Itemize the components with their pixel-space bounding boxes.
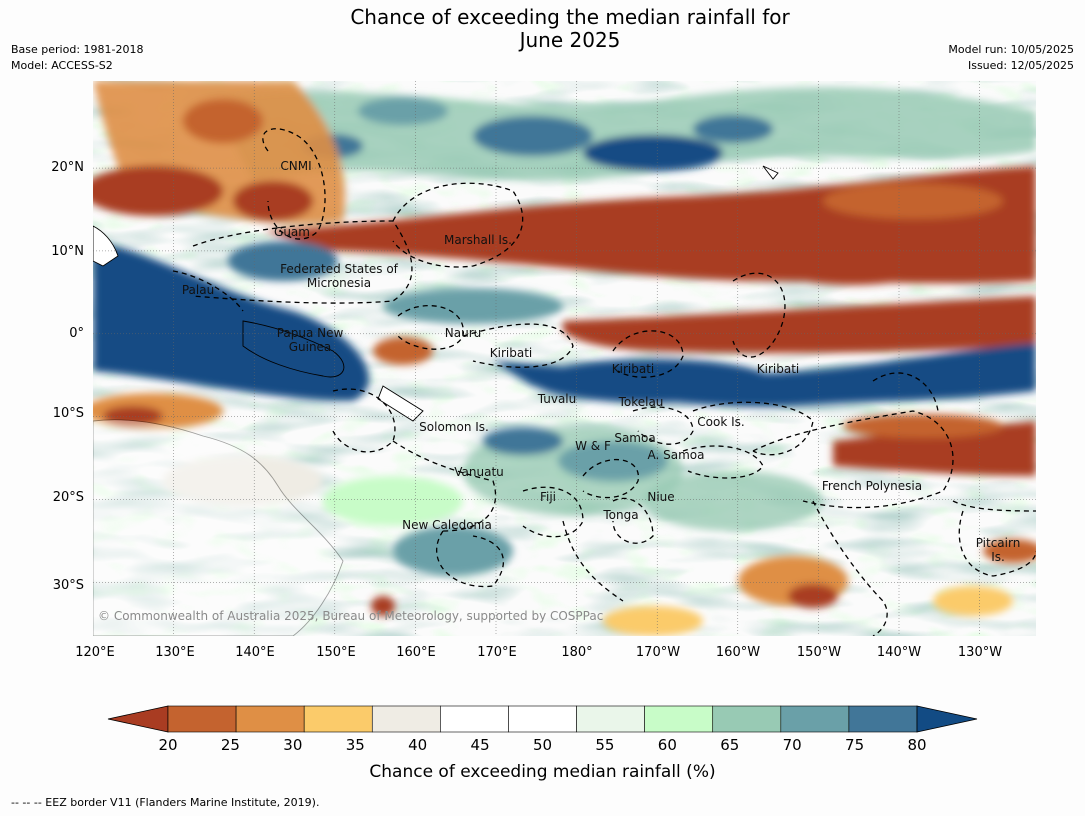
colorbar-tick-label: 60 xyxy=(657,736,677,754)
colorbar-cell xyxy=(371,705,441,733)
meta-left: Base period: 1981-2018 Model: ACCESS-S2 xyxy=(11,42,143,74)
colorbar-cell xyxy=(576,705,645,733)
colorbar-cell xyxy=(235,705,305,733)
region-label-tuvalu: Tuvalu xyxy=(537,392,577,406)
lon-label-140e: 140°E xyxy=(235,645,275,660)
model-run: Model run: 10/05/2025 xyxy=(948,43,1074,56)
model-name: Model: ACCESS-S2 xyxy=(11,59,113,72)
lat-label-20n: 20°N xyxy=(51,160,84,175)
colorbar-cell xyxy=(167,705,237,733)
lon-label-140w: 140°W xyxy=(876,645,922,660)
colorbar-tick-label: 70 xyxy=(782,736,802,754)
lon-label-170w: 170°W xyxy=(635,645,681,660)
land-outline xyxy=(93,165,779,636)
region-label-cook: Cook Is. xyxy=(697,415,745,429)
region-label-guam: Guam xyxy=(274,225,310,239)
colorbar-cell xyxy=(712,705,782,733)
region-label-american-samoa: A. Samoa xyxy=(647,448,705,462)
region-label-wf: W & F xyxy=(575,439,611,453)
region-label-tonga: Tonga xyxy=(603,508,639,522)
colorbar-cell xyxy=(848,705,918,733)
colorbar-tick-label: 25 xyxy=(220,736,240,754)
region-label-cnmi: CNMI xyxy=(280,159,312,173)
eez-borders xyxy=(172,128,1036,636)
region-label-palau: Palau xyxy=(181,283,215,297)
region-label-pitcairn: Pitcairn Is. xyxy=(975,536,1021,564)
title-line-1: Chance of exceeding the median rainfall … xyxy=(350,5,790,29)
map-title: Chance of exceeding the median rainfall … xyxy=(0,6,1085,52)
lon-label-150w: 150°W xyxy=(796,645,842,660)
graticule xyxy=(93,81,1036,636)
region-label-marshall: Marshall Is. xyxy=(444,233,512,247)
colorbar-tick-label: 40 xyxy=(408,736,428,754)
region-label-solomon: Solomon Is. xyxy=(419,420,489,434)
lat-label-10s: 10°S xyxy=(52,406,84,421)
map-panel: CNMI Guam Marshall Is. Federated States … xyxy=(93,81,1036,636)
lon-label-170e: 170°E xyxy=(477,645,517,660)
region-label-fiji: Fiji xyxy=(539,490,557,504)
colorbar-tick-label: 45 xyxy=(470,736,490,754)
lon-label-150e: 150°E xyxy=(316,645,356,660)
lat-label-20s: 20°S xyxy=(52,490,84,505)
eez-footnote: -- -- -- EEZ border V11 (Flanders Marine… xyxy=(11,796,320,809)
region-label-samoa: Samoa xyxy=(614,431,656,445)
region-label-kiribati-central: Kiribati xyxy=(611,362,655,376)
colorbar-under-arrow xyxy=(107,705,169,733)
colorbar-tick-label: 75 xyxy=(845,736,865,754)
base-period: Base period: 1981-2018 xyxy=(11,43,144,56)
region-label-new-caledonia: New Caledonia xyxy=(402,518,492,532)
rainfall-map xyxy=(93,81,1036,636)
lat-label-0: 0° xyxy=(69,326,84,341)
anomaly-fields xyxy=(93,81,1036,636)
region-label-vanuatu: Vanuatu xyxy=(454,465,504,479)
colorbar-cell xyxy=(644,705,714,733)
lon-label-130w: 130°W xyxy=(957,645,1003,660)
colorbar-tick-label: 50 xyxy=(532,736,553,754)
region-label-fsm: Federated States of Micronesia xyxy=(280,262,398,290)
lon-label-130e: 130°E xyxy=(155,645,195,660)
region-label-kiribati-east: Kiribati xyxy=(756,362,800,376)
colorbar-cell xyxy=(780,705,850,733)
lat-label-10n: 10°N xyxy=(51,244,84,259)
lon-label-180: 180° xyxy=(561,645,593,660)
colorbar-cells xyxy=(167,705,918,733)
colorbar-tick-label: 65 xyxy=(720,736,740,754)
colorbar-tick-label: 80 xyxy=(907,736,927,754)
colorbar-cell xyxy=(508,705,577,733)
region-label-french-polynesia: French Polynesia xyxy=(821,479,923,493)
lon-label-160w: 160°W xyxy=(715,645,761,660)
colorbar-cell xyxy=(440,705,509,733)
colorbar-label: Chance of exceeding median rainfall (%) xyxy=(369,762,716,782)
lat-label-30s: 30°S xyxy=(52,578,84,593)
colorbar xyxy=(107,705,978,733)
lon-label-120e: 120°E xyxy=(75,645,115,660)
meta-right: Model run: 10/05/2025 Issued: 12/05/2025 xyxy=(948,42,1074,74)
region-label-kiribati-west: Kiribati xyxy=(489,346,533,360)
copyright-notice: © Commonwealth of Australia 2025, Bureau… xyxy=(98,609,604,623)
colorbar-over-arrow xyxy=(916,705,978,733)
region-label-nauru: Nauru xyxy=(444,326,482,340)
lon-label-160e: 160°E xyxy=(396,645,436,660)
region-label-niue: Niue xyxy=(647,490,675,504)
colorbar-tick-label: 55 xyxy=(595,736,615,754)
title-line-2: June 2025 xyxy=(519,28,621,52)
region-label-png: Papua New Guinea xyxy=(276,326,344,354)
colorbar-tick-label: 35 xyxy=(345,736,365,754)
colorbar-tick-label: 20 xyxy=(158,736,178,754)
region-label-tokelau: Tokelau xyxy=(618,395,664,409)
colorbar-cell xyxy=(303,705,373,733)
issued-date: Issued: 12/05/2025 xyxy=(967,59,1074,72)
colorbar-tick-label: 30 xyxy=(283,736,303,754)
